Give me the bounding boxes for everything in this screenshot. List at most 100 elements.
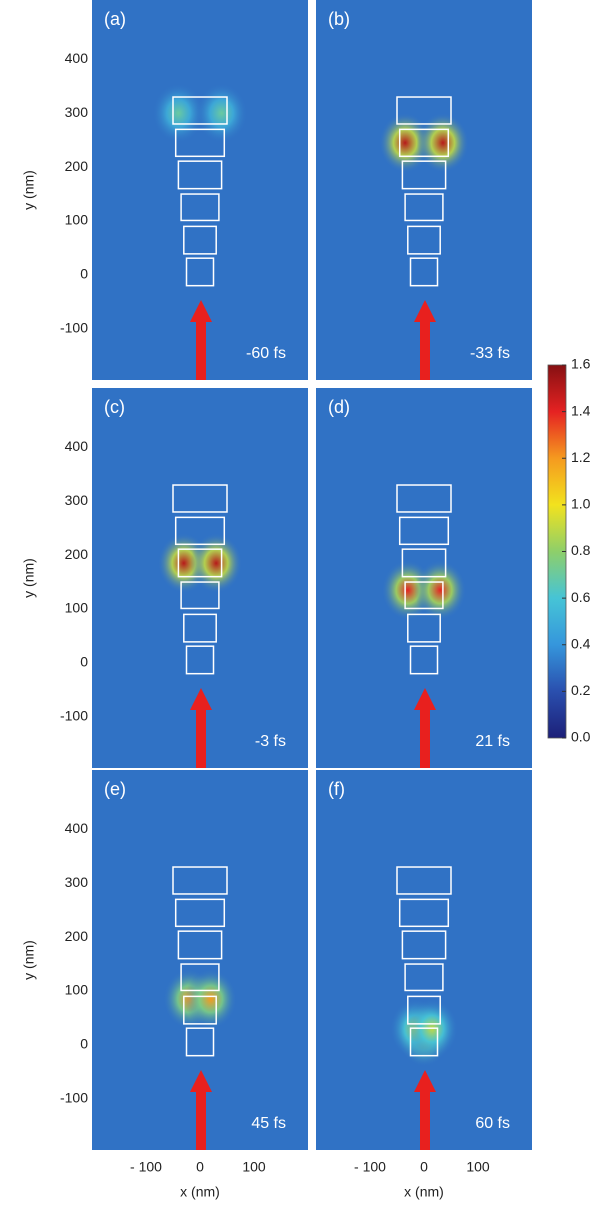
structure-block bbox=[177, 160, 223, 190]
time-label: 21 fs bbox=[475, 733, 510, 750]
structure-block bbox=[180, 193, 220, 222]
panel bbox=[316, 0, 532, 380]
structure-block bbox=[404, 963, 444, 992]
y-axis-label: y (nm) bbox=[21, 558, 37, 598]
panel-label: (a) bbox=[104, 9, 126, 29]
colorbar-tick-label: 1.0 bbox=[571, 496, 591, 512]
arrow bbox=[414, 1070, 436, 1150]
structure-block bbox=[183, 995, 217, 1025]
colorbar-tick-label: 0.4 bbox=[571, 635, 591, 651]
y-tick-label: 300 bbox=[65, 492, 89, 508]
hotspot bbox=[152, 83, 205, 144]
panel bbox=[92, 0, 308, 380]
x-axis-label: x (nm) bbox=[180, 1184, 220, 1200]
y-tick-label: 100 bbox=[65, 982, 89, 998]
structure-block bbox=[398, 898, 450, 928]
panel-label: (f) bbox=[328, 779, 345, 799]
y-tick-label: 400 bbox=[65, 438, 89, 454]
panel bbox=[92, 770, 308, 1150]
structure-block bbox=[172, 96, 228, 125]
arrow bbox=[190, 1070, 212, 1150]
arrow bbox=[190, 688, 212, 768]
structure-block bbox=[409, 645, 439, 675]
x-tick-label: 100 bbox=[466, 1159, 490, 1175]
time-label: -60 fs bbox=[246, 345, 286, 362]
structure-block bbox=[396, 96, 452, 125]
panel-label: (e) bbox=[104, 779, 126, 799]
structure-block bbox=[180, 963, 220, 992]
structure-block bbox=[172, 866, 228, 895]
y-tick-label: 200 bbox=[65, 158, 89, 174]
panel-label: (b) bbox=[328, 9, 350, 29]
time-label: 45 fs bbox=[251, 1115, 286, 1132]
structure-block bbox=[185, 1027, 215, 1057]
y-tick-label: 200 bbox=[65, 546, 89, 562]
structure-block bbox=[407, 995, 441, 1025]
colorbar-tick-label: 0.2 bbox=[571, 682, 591, 698]
structure-block bbox=[172, 484, 228, 513]
panel-label: (c) bbox=[104, 397, 125, 417]
y-tick-label: 300 bbox=[65, 874, 89, 890]
structure-block bbox=[401, 930, 447, 960]
structure-block bbox=[398, 516, 450, 546]
y-tick-label: 400 bbox=[65, 50, 89, 66]
structure-block bbox=[401, 548, 447, 578]
hotspot bbox=[195, 83, 248, 144]
x-axis-label: x (nm) bbox=[404, 1184, 444, 1200]
x-tick-label: 0 bbox=[196, 1159, 204, 1175]
structure-block bbox=[396, 484, 452, 513]
panel bbox=[92, 388, 308, 768]
x-tick-label: 0 bbox=[420, 1159, 428, 1175]
time-label: -33 fs bbox=[470, 345, 510, 362]
structure-block bbox=[183, 613, 217, 643]
panel bbox=[316, 770, 532, 1150]
structure-block bbox=[185, 645, 215, 675]
structure-block bbox=[177, 930, 223, 960]
arrow bbox=[414, 300, 436, 380]
y-tick-label: 200 bbox=[65, 928, 89, 944]
hotspot bbox=[414, 560, 467, 621]
structure-block bbox=[396, 866, 452, 895]
y-tick-label: -100 bbox=[60, 707, 88, 723]
y-tick-label: 300 bbox=[65, 104, 89, 120]
structure-block bbox=[409, 257, 439, 287]
y-axis-label: y (nm) bbox=[21, 940, 37, 980]
colorbar-tick-label: 0.8 bbox=[571, 542, 591, 558]
structure-block bbox=[404, 581, 444, 610]
hotspot bbox=[379, 112, 432, 173]
x-tick-label: - 100 bbox=[130, 1159, 162, 1175]
y-tick-label: 0 bbox=[80, 1036, 88, 1052]
colorbar-tick-label: 1.4 bbox=[571, 402, 591, 418]
structure-block bbox=[174, 898, 226, 928]
arrow bbox=[414, 688, 436, 768]
x-tick-label: - 100 bbox=[354, 1159, 386, 1175]
colorbar-tick-label: 0.6 bbox=[571, 589, 591, 605]
colorbar-tick-label: 1.6 bbox=[571, 356, 591, 372]
structure-block bbox=[407, 225, 441, 255]
structure-block bbox=[409, 1027, 439, 1057]
structure-block bbox=[183, 225, 217, 255]
time-label: 60 fs bbox=[475, 1115, 510, 1132]
y-tick-label: 0 bbox=[80, 266, 88, 282]
structure-block bbox=[401, 160, 447, 190]
y-tick-label: -100 bbox=[60, 319, 88, 335]
structure-block bbox=[398, 128, 450, 158]
y-axis-label: y (nm) bbox=[21, 170, 37, 210]
y-tick-label: 0 bbox=[80, 654, 88, 670]
structure-block bbox=[174, 128, 226, 158]
panel-label: (d) bbox=[328, 397, 350, 417]
structure-block bbox=[407, 613, 441, 643]
y-tick-label: 400 bbox=[65, 820, 89, 836]
y-tick-label: 100 bbox=[65, 600, 89, 616]
colorbar-tick-label: 0.0 bbox=[571, 729, 591, 745]
arrow bbox=[190, 300, 212, 380]
panel bbox=[316, 388, 532, 768]
structure-block bbox=[174, 516, 226, 546]
structure-block bbox=[177, 548, 223, 578]
structure-block bbox=[404, 193, 444, 222]
y-tick-label: 100 bbox=[65, 212, 89, 228]
structure-block bbox=[185, 257, 215, 287]
y-tick-label: -100 bbox=[60, 1089, 88, 1105]
